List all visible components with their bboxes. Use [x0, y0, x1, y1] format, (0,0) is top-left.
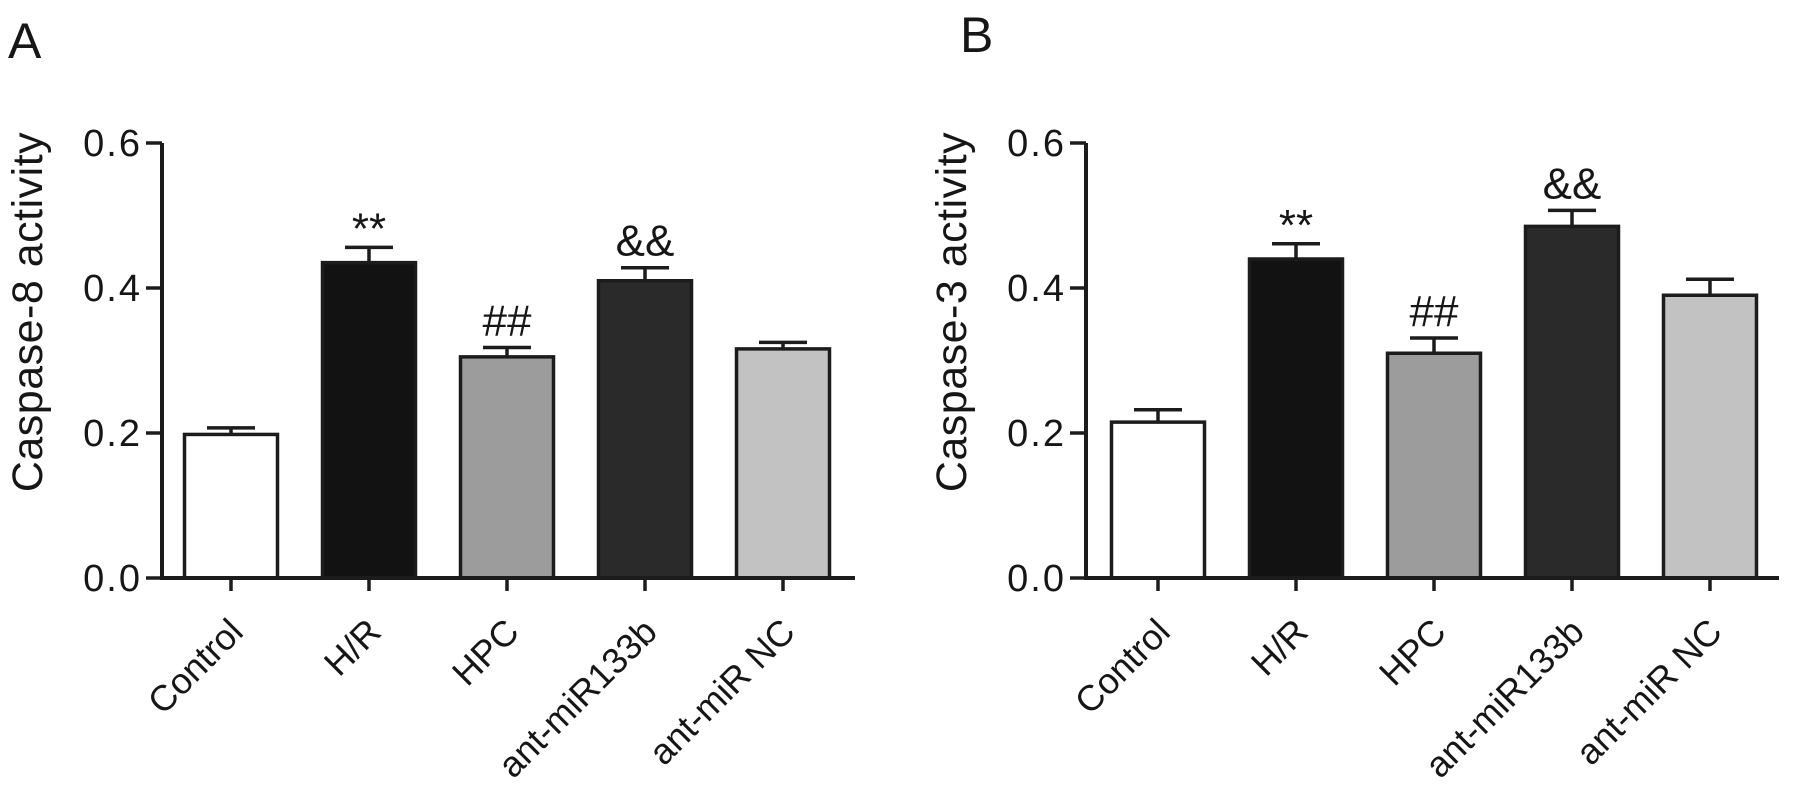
significance-annotation-ant-mir133b: && — [1543, 159, 1602, 208]
bar-ant-mir-nc — [734, 347, 832, 580]
error-bar-ant-mir133b — [621, 265, 669, 281]
x-tick-label-hpc: HPC — [444, 611, 527, 694]
x-tick-label-ant-mir-nc: ant-miR NC — [1568, 611, 1730, 773]
y-tick-label-0.4: 0.4 — [1007, 268, 1066, 310]
x-tick-label-hpc: HPC — [1371, 611, 1454, 694]
error-bar-ant-mir-nc — [1686, 277, 1734, 296]
significance-annotation-h-r: ** — [352, 204, 386, 253]
error-bar-hpc — [483, 345, 531, 357]
error-bar-hpc — [1410, 336, 1458, 354]
bar-ant-mir133b — [596, 279, 694, 580]
significance-annotation-h-r: ** — [1279, 201, 1313, 250]
y-tick-label-0.6: 0.6 — [83, 123, 142, 165]
panel-b-letter: B — [960, 7, 994, 63]
panel-b-y-axis-title: Caspase-3 activity — [928, 132, 976, 492]
error-bar-ant-mir133b — [1548, 208, 1596, 227]
significance-annotation-hpc: ## — [483, 296, 532, 345]
x-tick-label-h-r: H/R — [1243, 611, 1316, 684]
x-tick-label-ant-mir-nc: ant-miR NC — [641, 611, 803, 773]
bar-ant-mir133b — [1523, 224, 1621, 580]
y-tick-label-0.0: 0.0 — [83, 558, 142, 600]
error-bar-h-r — [345, 245, 393, 263]
y-tick-label-0.2: 0.2 — [83, 413, 142, 455]
x-tick-label-control: Control — [140, 611, 251, 722]
y-tick-label-0.2: 0.2 — [1007, 413, 1066, 455]
panel-a-letter: A — [8, 13, 42, 69]
bar-ant-mir-nc — [1661, 293, 1759, 580]
significance-annotation-ant-mir133b: && — [616, 217, 675, 266]
x-tick-label-h-r: H/R — [316, 611, 389, 684]
error-bar-ant-mir-nc — [759, 340, 807, 349]
y-tick-label-0.6: 0.6 — [1007, 123, 1066, 165]
bar-control — [182, 432, 280, 580]
error-bar-control — [1134, 408, 1182, 423]
bar-control — [1109, 420, 1207, 580]
bar-hpc — [458, 355, 556, 580]
y-tick-label-0.4: 0.4 — [83, 268, 142, 310]
bar-h-r — [1247, 257, 1345, 580]
y-tick-label-0.0: 0.0 — [1007, 558, 1066, 600]
error-bar-h-r — [1272, 242, 1320, 259]
x-tick-label-control: Control — [1067, 611, 1178, 722]
significance-annotation-hpc: ## — [1410, 287, 1459, 336]
bar-hpc — [1385, 351, 1483, 580]
panel-a-y-axis-title: Caspase-8 activity — [4, 132, 52, 492]
bar-h-r — [320, 260, 418, 580]
error-bar-control — [207, 426, 255, 435]
